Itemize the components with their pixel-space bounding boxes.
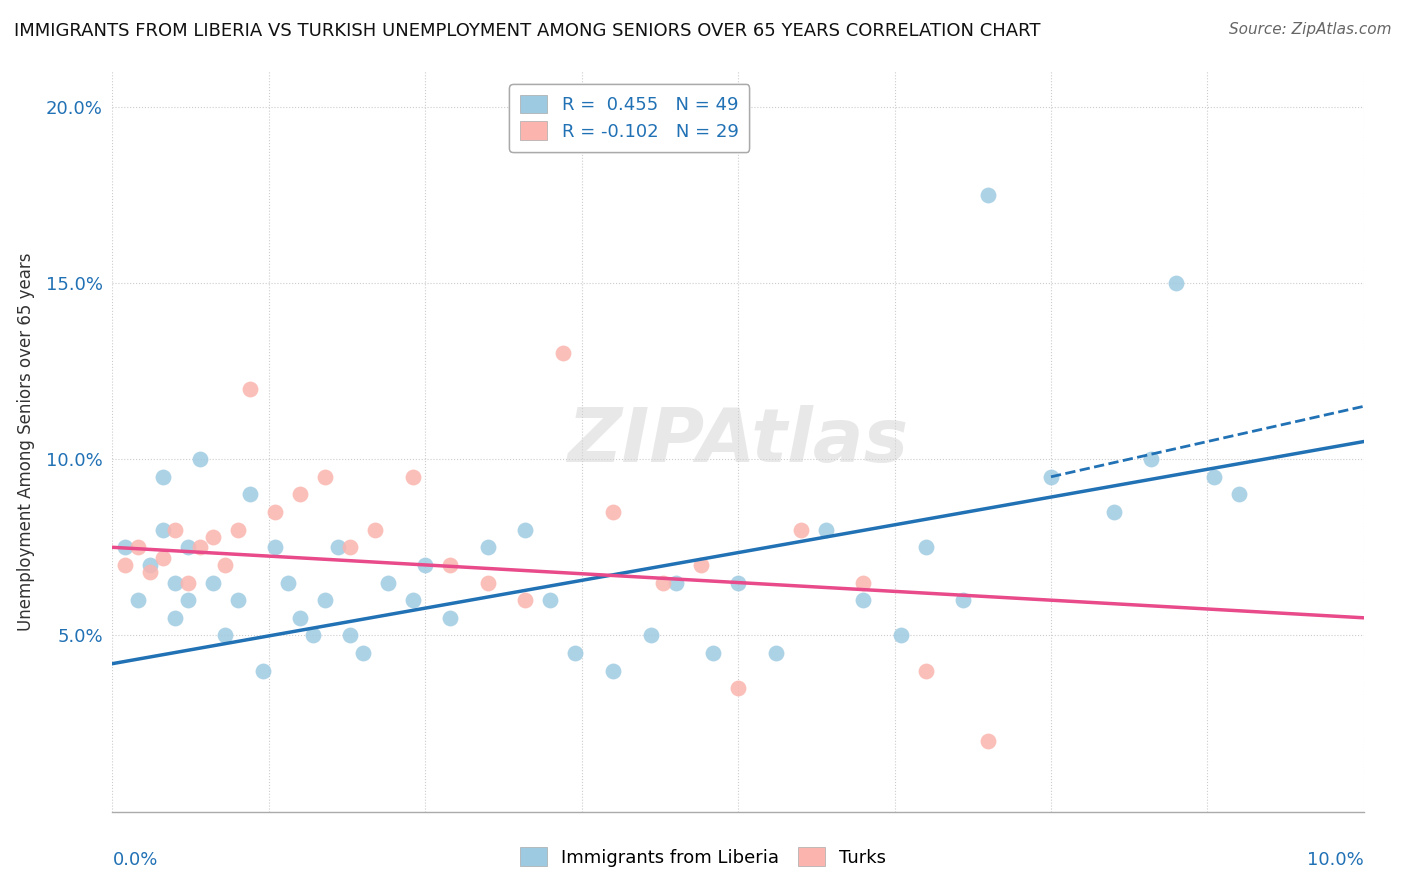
Point xyxy=(402,593,425,607)
Point xyxy=(1166,276,1188,290)
Point xyxy=(127,541,149,555)
Point xyxy=(977,734,1000,748)
Point xyxy=(727,681,749,696)
Point xyxy=(339,541,361,555)
Point xyxy=(127,593,149,607)
Point xyxy=(640,628,662,642)
Point xyxy=(114,541,136,555)
Point xyxy=(264,505,287,519)
Point xyxy=(702,646,724,660)
Point xyxy=(1227,487,1250,501)
Point xyxy=(163,575,186,590)
Point xyxy=(890,628,912,642)
Point xyxy=(439,558,461,572)
Point xyxy=(415,558,437,572)
Point xyxy=(339,628,361,642)
Point xyxy=(727,575,749,590)
Point xyxy=(852,593,875,607)
Point xyxy=(252,664,274,678)
Point xyxy=(1140,452,1163,467)
Point xyxy=(152,470,174,484)
Point xyxy=(564,646,586,660)
Point xyxy=(602,505,624,519)
Text: ZIPAtlas: ZIPAtlas xyxy=(568,405,908,478)
Point xyxy=(814,523,837,537)
Text: Source: ZipAtlas.com: Source: ZipAtlas.com xyxy=(1229,22,1392,37)
Point xyxy=(139,558,162,572)
Point xyxy=(977,187,1000,202)
Point xyxy=(652,575,675,590)
Point xyxy=(290,611,312,625)
Point xyxy=(602,664,624,678)
Point xyxy=(277,575,299,590)
Point xyxy=(176,541,198,555)
Point xyxy=(214,628,236,642)
Point xyxy=(1202,470,1225,484)
Point xyxy=(852,575,875,590)
Point xyxy=(664,575,686,590)
Point xyxy=(326,541,349,555)
Point xyxy=(163,523,186,537)
Point xyxy=(915,541,938,555)
Point xyxy=(1102,505,1125,519)
Point xyxy=(364,523,387,537)
Text: 10.0%: 10.0% xyxy=(1308,851,1364,869)
Point xyxy=(163,611,186,625)
Point xyxy=(239,382,262,396)
Point xyxy=(790,523,813,537)
Y-axis label: Unemployment Among Seniors over 65 years: Unemployment Among Seniors over 65 years xyxy=(17,252,35,631)
Point xyxy=(551,346,574,360)
Point xyxy=(176,593,198,607)
Point xyxy=(402,470,425,484)
Point xyxy=(152,550,174,565)
Point xyxy=(477,575,499,590)
Point xyxy=(290,487,312,501)
Point xyxy=(765,646,787,660)
Point xyxy=(201,530,224,544)
Point xyxy=(689,558,711,572)
Point xyxy=(915,664,938,678)
Point xyxy=(264,541,287,555)
Point xyxy=(1039,470,1063,484)
Point xyxy=(515,593,537,607)
Point xyxy=(239,487,262,501)
Point xyxy=(314,593,336,607)
Point xyxy=(352,646,374,660)
Text: IMMIGRANTS FROM LIBERIA VS TURKISH UNEMPLOYMENT AMONG SENIORS OVER 65 YEARS CORR: IMMIGRANTS FROM LIBERIA VS TURKISH UNEMP… xyxy=(14,22,1040,40)
Point xyxy=(176,575,198,590)
Point xyxy=(952,593,974,607)
Point xyxy=(201,575,224,590)
Point xyxy=(226,523,249,537)
Point xyxy=(377,575,399,590)
Point xyxy=(439,611,461,625)
Text: 0.0%: 0.0% xyxy=(112,851,157,869)
Point xyxy=(188,452,211,467)
Point xyxy=(515,523,537,537)
Point xyxy=(139,565,162,579)
Point xyxy=(114,558,136,572)
Point xyxy=(226,593,249,607)
Point xyxy=(301,628,323,642)
Point xyxy=(314,470,336,484)
Point xyxy=(477,541,499,555)
Legend: Immigrants from Liberia, Turks: Immigrants from Liberia, Turks xyxy=(513,840,893,874)
Legend: R =  0.455   N = 49, R = -0.102   N = 29: R = 0.455 N = 49, R = -0.102 N = 29 xyxy=(509,84,749,152)
Point xyxy=(214,558,236,572)
Point xyxy=(188,541,211,555)
Point xyxy=(540,593,562,607)
Point xyxy=(152,523,174,537)
